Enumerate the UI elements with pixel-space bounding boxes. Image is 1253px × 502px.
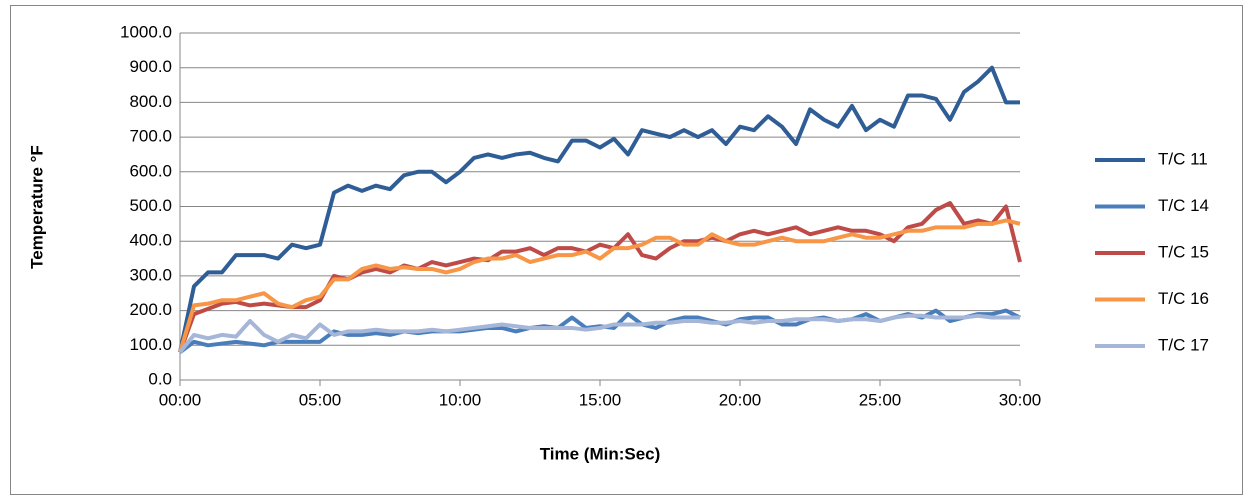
x-tick-label: 00:00 <box>159 390 202 409</box>
y-tick-label: 100.0 <box>129 335 172 354</box>
x-tick-label: 20:00 <box>719 390 762 409</box>
y-tick-label: 1000.0 <box>120 22 172 41</box>
x-axis-label: Time (Min:Sec) <box>540 444 661 463</box>
legend-label: T/C 16 <box>1158 289 1209 308</box>
y-tick-label: 300.0 <box>129 265 172 284</box>
series-line <box>178 313 1020 354</box>
legend-label: T/C 11 <box>1158 149 1208 168</box>
x-tick-label: 25:00 <box>859 390 902 409</box>
y-tick-label: 700.0 <box>129 127 172 146</box>
legend-label: T/C 17 <box>1158 335 1209 354</box>
y-tick-label: 800.0 <box>129 92 172 111</box>
y-tick-label: 200.0 <box>129 300 172 319</box>
x-tick-label: 05:00 <box>299 390 342 409</box>
series-line <box>178 65 1020 353</box>
legend-label: T/C 14 <box>1158 196 1209 215</box>
y-tick-label: 400.0 <box>129 231 172 250</box>
x-tick-label: 30:00 <box>999 390 1042 409</box>
x-tick-label: 15:00 <box>579 390 622 409</box>
series-line <box>178 218 1021 353</box>
legend-label: T/C 15 <box>1158 242 1209 261</box>
y-tick-label: 900.0 <box>129 57 172 76</box>
y-tick-label: 500.0 <box>129 196 172 215</box>
x-tick-label: 10:00 <box>439 390 482 409</box>
y-tick-label: 0.0 <box>148 369 172 388</box>
series-line <box>178 201 1022 353</box>
y-tick-label: 600.0 <box>129 161 172 180</box>
y-axis-label: Temperature °F <box>27 145 46 269</box>
